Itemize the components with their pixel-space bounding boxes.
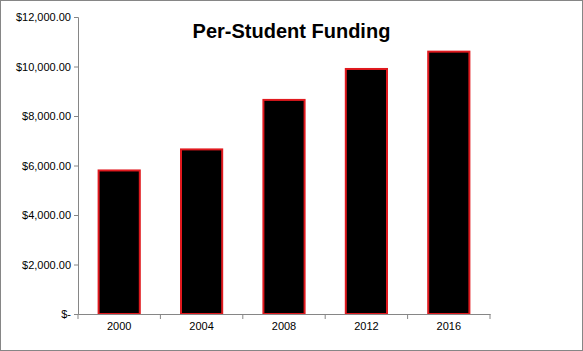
- y-tick-mark: [74, 215, 78, 216]
- y-tick-mark: [74, 17, 78, 18]
- y-tick: $6,000.00: [22, 160, 78, 172]
- bars: [99, 52, 470, 314]
- x-axis-line: [79, 314, 491, 315]
- title: Per-Student Funding: [193, 20, 391, 42]
- bar: [263, 100, 304, 314]
- x-tick-label: 2016: [437, 320, 461, 332]
- y-tick-mark: [74, 116, 78, 117]
- chart-frame: [1, 1, 583, 351]
- x-axis: 2000 2004 2008 2012 2016: [78, 314, 491, 332]
- x-tick: 2004: [189, 320, 213, 332]
- y-tick-label: $2,000.00: [22, 259, 71, 271]
- x-separator: [325, 314, 326, 319]
- x-tick: 2000: [107, 320, 131, 332]
- x-tick: 2016: [437, 320, 461, 332]
- y-tick-mark: [74, 314, 78, 315]
- bar: [181, 149, 222, 314]
- y-tick: $12,000.00: [16, 11, 78, 23]
- bar: [346, 69, 387, 314]
- y-tick: $10,000.00: [16, 61, 78, 73]
- plot: $- $2,000.00 $4,000.00 $6,000.00 $8,000.00 $1…: [16, 11, 491, 332]
- y-tick-mark: [74, 265, 78, 266]
- x-separator: [242, 314, 243, 319]
- y-tick: $2,000.00: [22, 259, 78, 271]
- x-tick: 2008: [272, 320, 296, 332]
- y-tick-label: $10,000.00: [16, 61, 71, 73]
- bar: [99, 170, 140, 314]
- y-axis-line: [74, 18, 79, 315]
- x-separators: [78, 314, 490, 319]
- chart: $- $2,000.00 $4,000.00 $6,000.00 $8,000.00 $1…: [0, 0, 583, 351]
- x-tick-label: 2004: [189, 320, 213, 332]
- y-tick-mark: [74, 166, 78, 167]
- y-tick: $-: [61, 308, 78, 320]
- x-tick: 2012: [354, 320, 378, 332]
- x-separator: [490, 314, 491, 319]
- y-tick-mark: [74, 67, 78, 68]
- y-tick-label: $8,000.00: [22, 110, 71, 122]
- y-tick-label: $12,000.00: [16, 11, 71, 23]
- x-separator: [160, 314, 161, 319]
- y-axis: $- $2,000.00 $4,000.00 $6,000.00 $8,000.00 $1…: [16, 11, 79, 320]
- x-tick-label: 2008: [272, 320, 296, 332]
- x-tick-label: 2012: [354, 320, 378, 332]
- y-tick-label: $4,000.00: [22, 209, 71, 221]
- x-tick-label: 2000: [107, 320, 131, 332]
- bar: [428, 52, 469, 314]
- y-tick: $8,000.00: [22, 110, 78, 122]
- y-tick: $4,000.00: [22, 209, 78, 221]
- y-tick-label: $-: [61, 308, 71, 320]
- x-separator: [407, 314, 408, 319]
- x-separator: [78, 314, 79, 319]
- y-tick-label: $6,000.00: [22, 160, 71, 172]
